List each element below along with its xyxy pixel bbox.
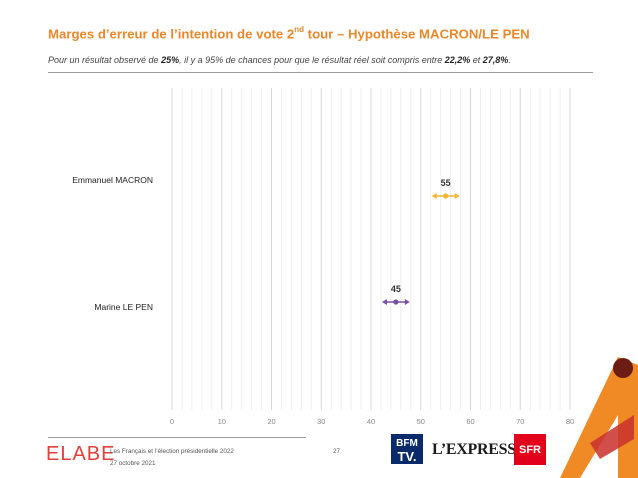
x-tick-label: 0 [170, 417, 174, 426]
x-tick-label: 80 [566, 417, 574, 426]
x-tick-label: 60 [466, 417, 474, 426]
error-bar-low-arrow [381, 299, 387, 305]
category-label: Emmanuel MACRON [72, 175, 153, 185]
source-title: Les Français et l’élection présidentiell… [110, 448, 234, 455]
elabe-logo: ELABE [46, 443, 116, 465]
source-date: 27 octobre 2021 [110, 460, 156, 467]
bfm-tv-logo: BFM TV. [391, 434, 423, 464]
category-label: Marine LE PEN [94, 302, 153, 312]
elabe-brand-mark [560, 357, 638, 478]
footer-divider [48, 437, 306, 438]
data-label: 45 [391, 284, 401, 294]
x-tick-label: 20 [267, 417, 275, 426]
x-tick-label: 50 [417, 417, 425, 426]
data-label: 55 [441, 178, 451, 188]
sfr-logo: SFR [514, 434, 546, 465]
x-tick-label: 10 [218, 417, 226, 426]
page-subtitle: Pour un résultat observé de 25%, il y a … [48, 55, 511, 65]
error-bar-high-arrow [454, 193, 460, 199]
page-number: 27 [333, 448, 341, 455]
error-bar-high-arrow [404, 299, 410, 305]
data-point [443, 193, 449, 199]
header-divider [48, 72, 593, 73]
data-point [393, 299, 399, 305]
lexpress-logo: L’EXPRESS [432, 441, 516, 458]
x-tick-label: 70 [516, 417, 524, 426]
error-bar-low-arrow [431, 193, 437, 199]
page-title: Marges d’erreur de l’intention de vote 2… [48, 25, 530, 42]
x-tick-label: 40 [367, 417, 375, 426]
x-tick-label: 30 [317, 417, 325, 426]
